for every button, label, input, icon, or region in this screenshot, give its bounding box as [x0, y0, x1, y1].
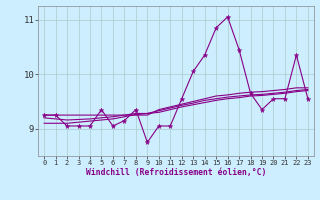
X-axis label: Windchill (Refroidissement éolien,°C): Windchill (Refroidissement éolien,°C) [86, 168, 266, 177]
